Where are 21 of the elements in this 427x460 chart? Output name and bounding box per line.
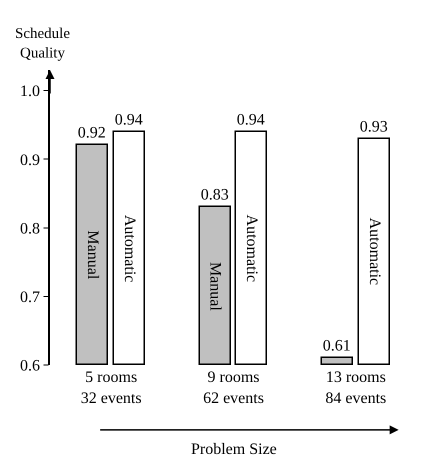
x-tick-label: 13 rooms 84 events (325, 369, 386, 407)
y-tick-label: 1.0 (20, 83, 40, 100)
x-axis-title: Problem Size (191, 441, 277, 458)
data-label: 0.61 (322, 337, 351, 354)
y-tick-label: 0.8 (20, 220, 40, 238)
x-tick-label: 9 rooms 62 events (203, 369, 264, 407)
series-label: Automatic (243, 214, 260, 282)
y-axis-title: Schedule Quality (15, 26, 70, 62)
y-tick-label: 0.7 (20, 289, 40, 306)
text: Automatic (366, 218, 383, 286)
text: Automatic (120, 214, 138, 282)
y-tick-label: 0.6 (20, 358, 40, 375)
data-label: 0.94 (114, 111, 143, 128)
x-tick-label: 5 rooms 32 events (80, 369, 142, 407)
text: Manual (206, 262, 224, 311)
data-label: 0.92 (78, 124, 106, 142)
series-label: Manual (84, 230, 102, 280)
data-label: 0.83 (200, 186, 229, 204)
y-tick-label: 0.9 (20, 152, 40, 169)
data-label: 0.93 (360, 118, 388, 136)
data-label: 0.94 (236, 111, 265, 128)
